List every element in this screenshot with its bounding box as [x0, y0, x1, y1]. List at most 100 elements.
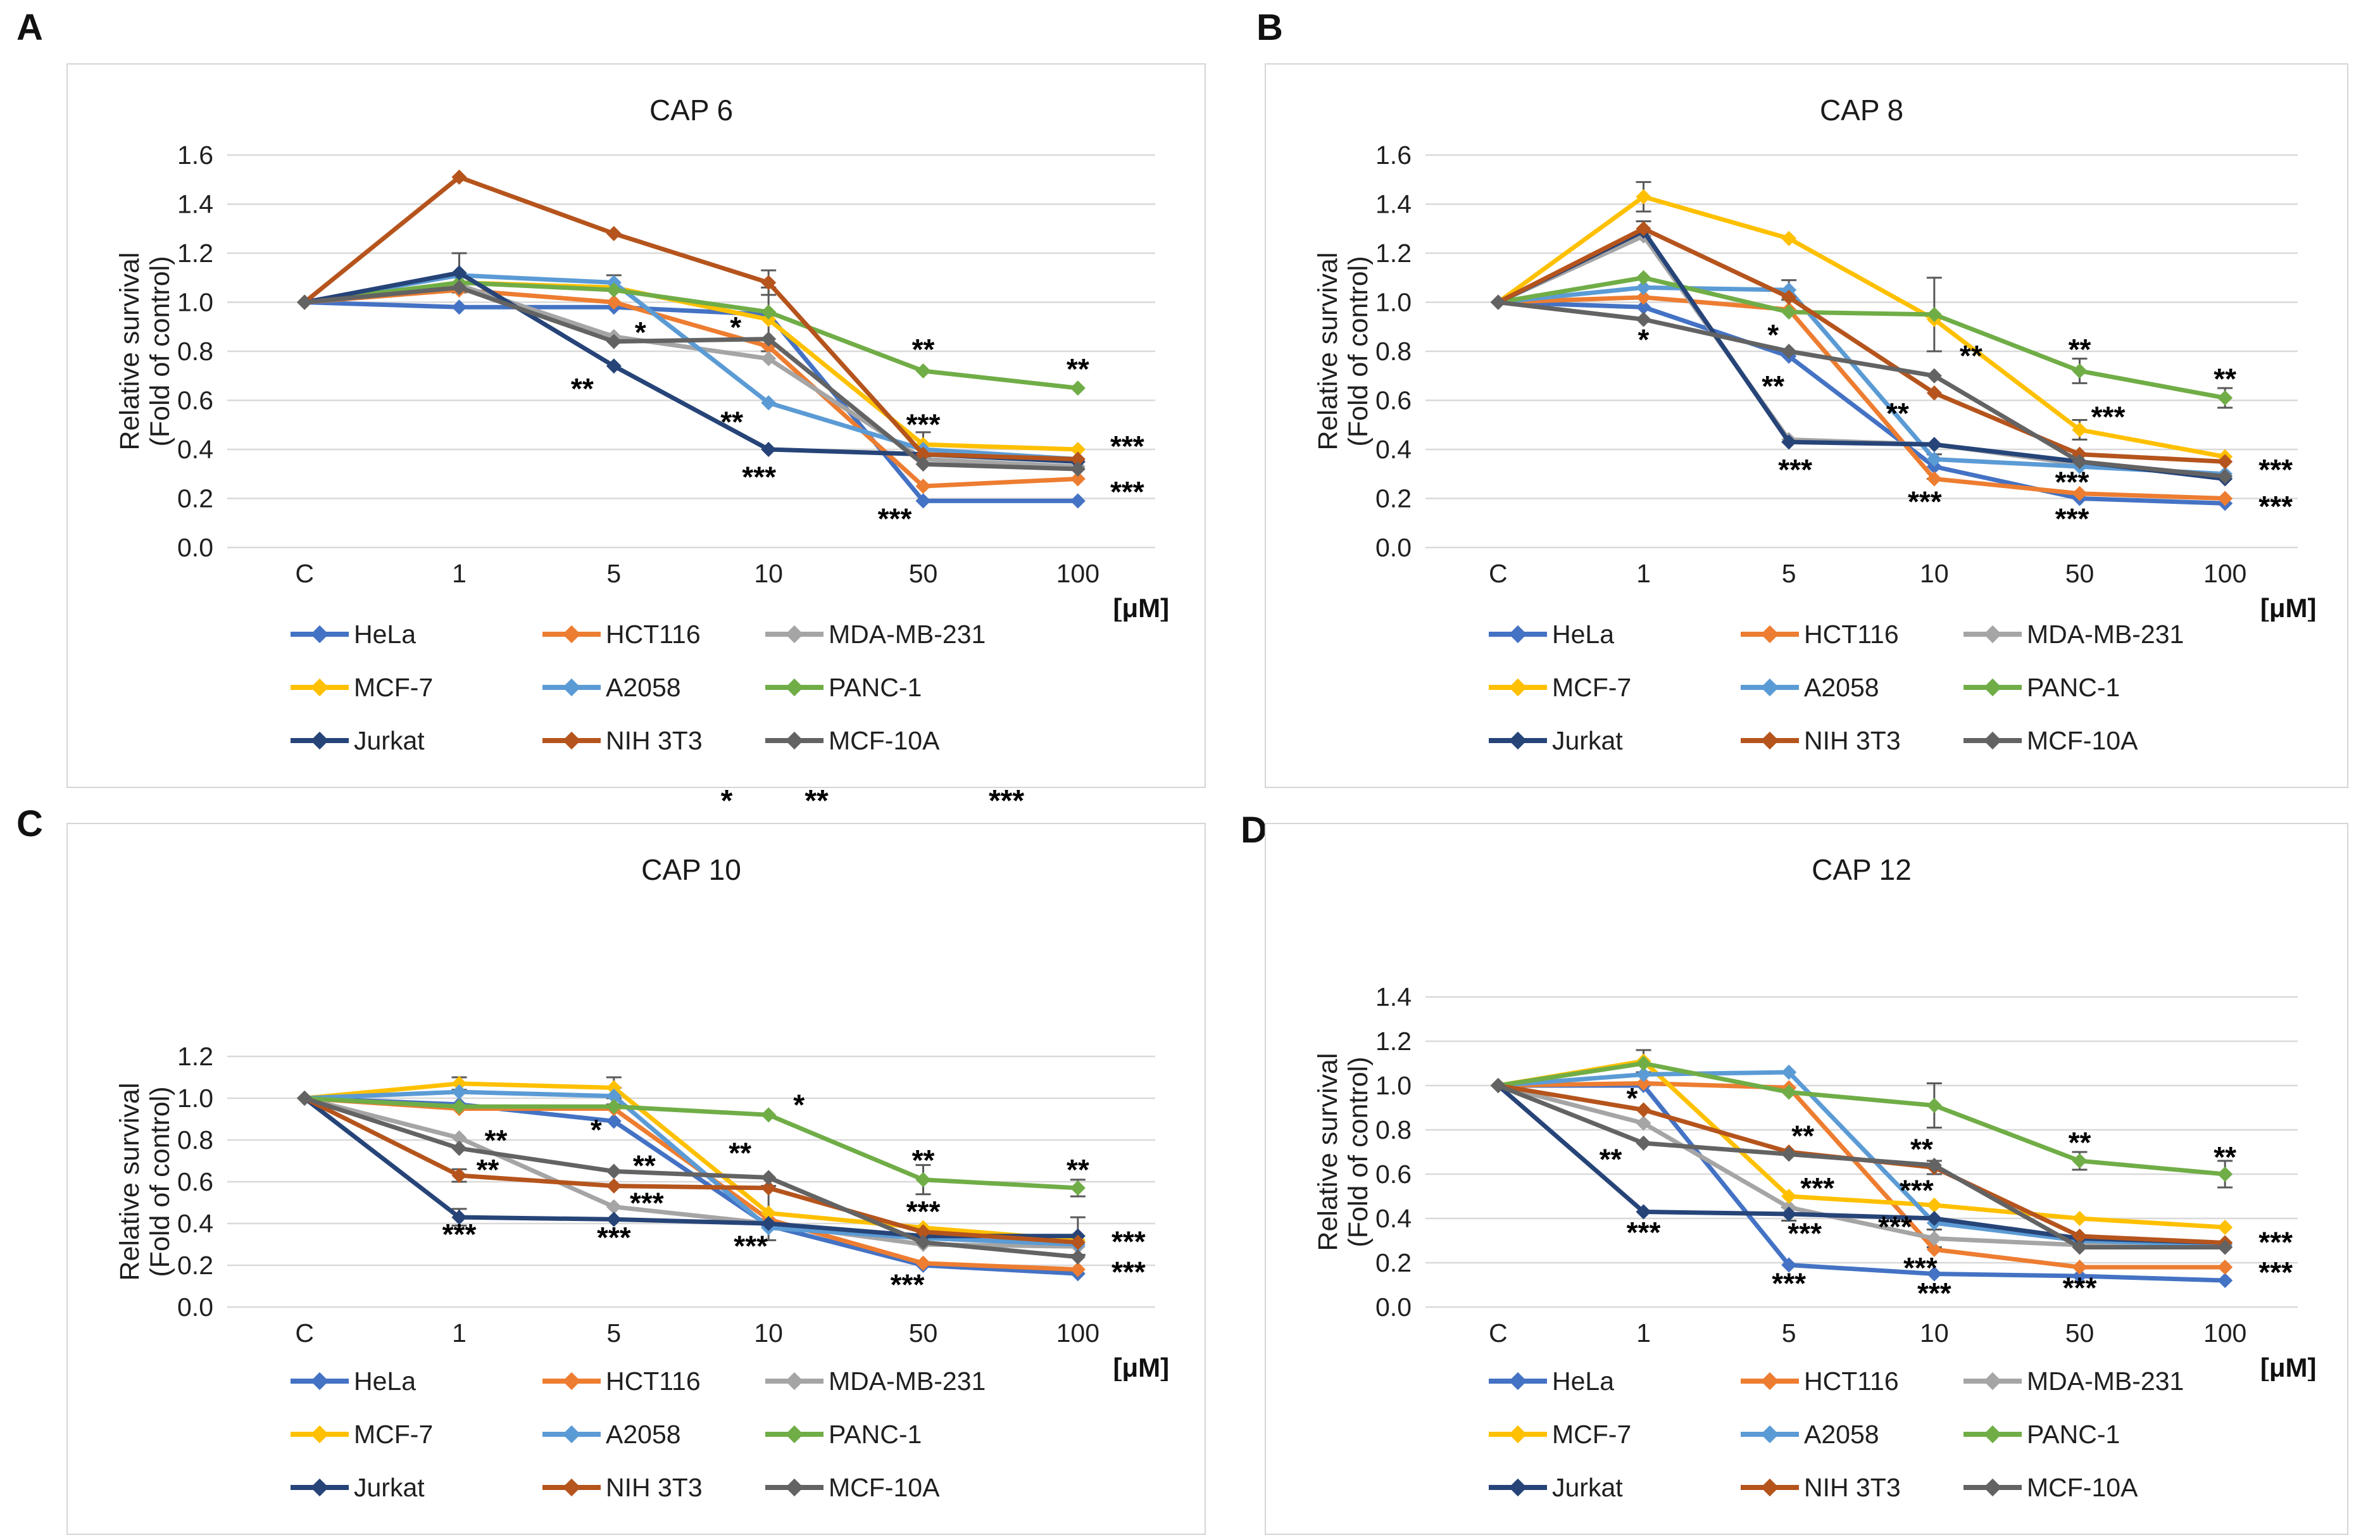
significance-annotation: ***	[734, 1229, 768, 1262]
legend-label: A2058	[1804, 672, 1879, 702]
significance-annotation: ***	[1900, 1174, 1934, 1206]
legend-label: HCT116	[1804, 619, 1899, 649]
panel-label-c: C	[16, 803, 43, 844]
legend-item-A2058: A2058	[541, 1417, 681, 1452]
y-tick-label: 0.0	[1375, 1293, 1412, 1322]
data-point-marker	[761, 1205, 777, 1221]
data-point-marker	[2217, 454, 2233, 470]
data-point-marker	[1490, 1077, 1506, 1094]
y-axis-title-line2: (Fold of control)	[145, 1086, 175, 1277]
significance-annotation: **	[2214, 363, 2236, 396]
legend-item-PANC-1: PANC-1	[764, 1417, 922, 1452]
significance-annotation: **	[633, 1149, 656, 1182]
data-point-marker	[451, 1141, 467, 1156]
data-point-marker	[1926, 1098, 1942, 1113]
data-point-marker	[1636, 270, 1651, 285]
y-tick-label: 1.6	[177, 141, 213, 170]
chart-title: CAP 8	[1820, 94, 1903, 127]
significance-annotation: ***	[891, 1268, 925, 1301]
series-markers-Jurkat	[297, 265, 1086, 470]
data-point-marker	[1926, 1241, 1942, 1258]
series-markers-MDA-MB-231	[1490, 228, 2233, 484]
legend-marker-icon	[765, 1372, 824, 1391]
series-markers-HCT116	[1490, 289, 2233, 506]
legend-marker-icon	[765, 625, 824, 644]
legend-item-A2058: A2058	[1739, 1417, 1879, 1452]
data-point-marker	[1926, 437, 1942, 453]
legend-item-MDA-MB-231: MDA-MB-231	[1962, 617, 2184, 652]
data-point-marker	[1926, 1210, 1942, 1227]
significance-annotation: **	[1067, 1153, 1089, 1186]
panel-label-a: A	[16, 7, 43, 48]
x-axis-unit-label: [μM]	[2260, 593, 2317, 622]
data-point-marker	[761, 441, 777, 458]
legend-label: MDA-MB-231	[829, 619, 986, 649]
legend-marker-icon	[291, 625, 349, 644]
legend-marker-icon	[291, 1425, 349, 1444]
significance-annotation: **	[1762, 370, 1784, 403]
y-tick-label: 1.2	[177, 239, 213, 268]
data-point-marker	[761, 1170, 777, 1186]
legend-marker-icon	[291, 1372, 349, 1391]
significance-annotation: ***	[906, 1195, 941, 1228]
data-point-marker	[915, 1255, 931, 1271]
data-point-marker	[297, 1090, 313, 1106]
y-tick-label: 1.0	[1375, 288, 1412, 317]
legend-item-NIH 3T3: NIH 3T3	[541, 1470, 703, 1505]
significance-annotation: ***	[1917, 1277, 1951, 1310]
significance-annotation: *	[1638, 323, 1650, 356]
data-point-marker	[451, 1084, 467, 1100]
y-tick-label: 1.0	[177, 288, 213, 317]
stray-significance-mark: *	[720, 784, 733, 818]
legend-marker-icon	[1741, 1372, 1799, 1391]
significance-annotation: ***	[878, 502, 912, 535]
y-tick-label: 1.2	[1375, 239, 1412, 268]
legend-label: MDA-MB-231	[2027, 1366, 2184, 1396]
significance-annotation: **	[571, 372, 594, 405]
x-tick-label: C	[295, 1318, 314, 1348]
significance-annotation: ***	[1788, 1217, 1822, 1250]
legend-marker-icon	[1489, 625, 1547, 644]
chart-title: CAP 12	[1812, 853, 1912, 886]
legend-marker-icon	[1741, 678, 1799, 697]
legend-label: MCF-10A	[829, 1472, 940, 1502]
x-tick-label: 5	[1782, 1318, 1796, 1348]
legend-item-MCF-7: MCF-7	[289, 670, 433, 705]
data-point-marker	[1781, 1188, 1797, 1205]
significance-annotation: **	[2069, 1126, 2091, 1159]
y-tick-label: 0.4	[177, 1209, 213, 1238]
data-point-marker	[1926, 451, 1942, 467]
legend-item-NIH 3T3: NIH 3T3	[1739, 723, 1901, 758]
legend-label: HeLa	[354, 619, 416, 649]
legend-marker-icon	[1964, 731, 2022, 750]
data-point-marker	[606, 1199, 622, 1215]
x-tick-label: C	[295, 559, 314, 588]
data-point-marker	[1926, 1230, 1942, 1246]
legend-label: NIH 3T3	[606, 1472, 703, 1502]
y-tick-label: 0.2	[1375, 484, 1412, 513]
data-point-marker	[1070, 380, 1086, 396]
data-point-marker	[761, 331, 777, 347]
legend-marker-icon	[1489, 678, 1547, 697]
y-tick-label: 1.0	[177, 1084, 213, 1113]
y-axis-title-line2: (Fold of control)	[145, 256, 175, 446]
series-line-A2058	[302, 1089, 1080, 1247]
x-tick-label: C	[1489, 559, 1508, 588]
x-tick-label: 10	[754, 559, 783, 588]
data-point-marker	[1070, 1180, 1086, 1196]
series-line-Jurkat	[302, 1096, 1080, 1239]
data-point-marker	[2217, 1259, 2233, 1275]
y-tick-label: 0.2	[177, 1251, 213, 1280]
x-tick-label: 50	[909, 559, 938, 588]
significance-annotation: **	[720, 405, 743, 438]
data-point-marker	[606, 1211, 622, 1227]
legend-label: Jurkat	[354, 1472, 425, 1502]
legend-marker-icon	[542, 678, 601, 697]
legend-label: MCF-10A	[2027, 1472, 2138, 1502]
chart-svg-cap-10: CAP 10 0.0 0.2 0.4 0.6 0.8 1.0 1.2 Relative surv…	[115, 853, 1169, 1381]
chart-title: CAP 6	[649, 94, 733, 127]
legend-label: MCF-10A	[2027, 725, 2138, 755]
legend-item-Jurkat: Jurkat	[1488, 723, 1623, 758]
chart-svg-cap-8: CAP 8 0.0 0.2 0.4 0.6 0.8 1.0 1.2 1.4 1.6 Relative…	[1313, 94, 2317, 622]
data-point-marker	[2217, 1166, 2233, 1182]
